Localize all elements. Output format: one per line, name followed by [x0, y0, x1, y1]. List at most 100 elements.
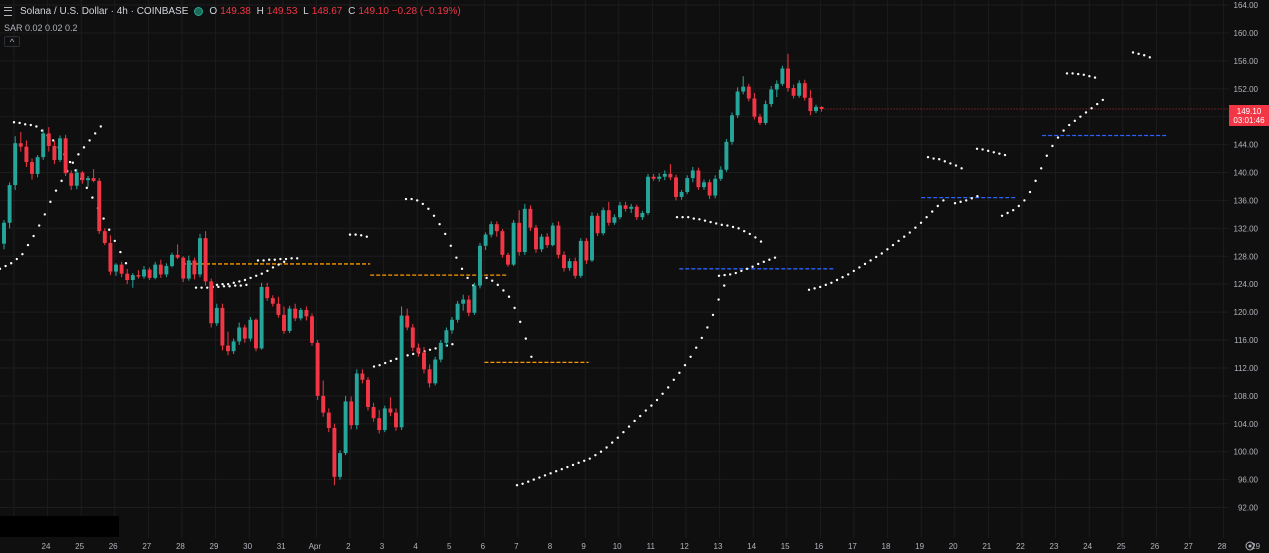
sar-dot	[1082, 73, 1086, 76]
sar-dot	[222, 285, 226, 288]
candle-body	[814, 106, 818, 112]
candle-body	[298, 310, 303, 319]
date-tick-label: 9	[581, 542, 586, 551]
sar-dot	[661, 392, 664, 395]
sar-dot	[438, 222, 441, 226]
candle-body	[270, 298, 275, 304]
date-tick-label: 19	[915, 542, 924, 551]
candle-body	[573, 261, 578, 276]
sar-dot	[108, 228, 111, 231]
sar-dot	[124, 262, 128, 265]
candle-body	[86, 178, 90, 181]
candle-body	[91, 178, 96, 181]
sar-dot	[1012, 209, 1015, 212]
candle-body	[399, 315, 404, 428]
sar-dot	[737, 227, 740, 230]
sar-dot	[527, 480, 530, 483]
sar-dot	[543, 474, 547, 477]
candle-body	[7, 185, 12, 223]
sar-dot	[406, 354, 409, 357]
sar-dot	[256, 259, 260, 262]
sar-dot	[1084, 111, 1088, 114]
sar-dot	[1079, 115, 1082, 118]
sar-dot	[644, 409, 647, 412]
menu-icon[interactable]	[4, 7, 12, 16]
sar-dot	[681, 215, 684, 219]
candle-body	[74, 172, 79, 186]
price-tick-label: 164.00	[1234, 1, 1259, 10]
date-tick-label: 22	[1016, 542, 1025, 551]
candle-body	[433, 359, 438, 384]
sar-dot	[1093, 76, 1097, 79]
symbol-title[interactable]: Solana / U.S. Dollar · 4h · COINBASE	[20, 6, 189, 17]
sar-dot	[60, 179, 63, 183]
sar-dot	[841, 276, 844, 279]
date-tick-label: 24	[42, 542, 51, 551]
sar-dot	[428, 348, 432, 351]
candle-body	[147, 269, 152, 278]
sar-dot	[1077, 72, 1080, 76]
sar-dot	[925, 215, 928, 219]
price-tick-label: 152.00	[1234, 85, 1259, 94]
date-tick-label: 23	[1050, 542, 1059, 551]
sar-dot	[416, 199, 419, 202]
sar-dot	[594, 453, 597, 457]
sar-dot	[692, 217, 695, 220]
candle-body	[164, 266, 169, 275]
sar-dot	[217, 285, 220, 289]
settings-icon[interactable]	[1245, 541, 1255, 551]
sar-dot	[113, 239, 117, 243]
date-tick-label: 25	[1117, 542, 1126, 551]
sar-dot	[91, 196, 94, 199]
sar-dot	[711, 313, 715, 317]
candle-body	[231, 341, 236, 352]
sar-dot	[847, 273, 850, 276]
price-tick-label: 116.00	[1234, 336, 1258, 345]
market-status-icon	[194, 7, 204, 16]
candle-body	[354, 373, 359, 426]
indicator-label[interactable]: SAR 0.02 0.02 0.2	[4, 23, 78, 33]
sar-dot	[29, 123, 32, 127]
sar-dot	[936, 204, 939, 208]
sar-dot	[277, 263, 280, 266]
price-tick-label: 140.00	[1234, 169, 1259, 178]
candle-body	[119, 264, 124, 274]
sar-dot	[232, 281, 235, 284]
sar-dot	[650, 404, 653, 407]
sar-dot	[513, 306, 516, 310]
sar-dot	[200, 286, 203, 289]
candle-body	[741, 86, 746, 92]
sar-dot	[672, 378, 675, 382]
sar-dot	[723, 273, 726, 277]
close-label: C	[348, 6, 356, 17]
sar-dot	[245, 283, 248, 287]
sar-dot	[960, 167, 963, 170]
sar-dot	[599, 450, 603, 453]
candle-body	[730, 115, 734, 142]
candle-body	[382, 408, 387, 431]
candle-body	[808, 97, 813, 112]
sar-dot	[678, 371, 681, 375]
collapse-legend-button[interactable]: ^	[4, 36, 20, 47]
sar-dot	[279, 257, 282, 261]
sar-dot	[432, 214, 436, 217]
sar-dot	[919, 221, 923, 224]
candle-body	[192, 260, 197, 275]
sar-dot	[740, 269, 743, 273]
sar-dot	[720, 223, 723, 227]
horizontal-levels	[182, 108, 1229, 364]
date-tick-label: 11	[647, 542, 656, 551]
date-tick-label: 3	[380, 542, 385, 551]
candle-body	[170, 254, 174, 267]
sar-dot	[858, 266, 861, 269]
sar-dot	[588, 457, 591, 460]
price-tick-label: 120.00	[1234, 308, 1259, 317]
sar-dot	[897, 239, 900, 243]
candle-body	[125, 273, 130, 280]
time-axis: 24 25 26 27 28 29 30 31 Apr 2 3 4 5 6 7 8 9 10 11 12 13 14 15 1…	[42, 542, 1261, 551]
sar-dot	[931, 210, 934, 213]
date-tick-label: 4	[413, 542, 418, 551]
sar-dot	[1088, 74, 1091, 78]
sar-dot	[0, 267, 2, 271]
